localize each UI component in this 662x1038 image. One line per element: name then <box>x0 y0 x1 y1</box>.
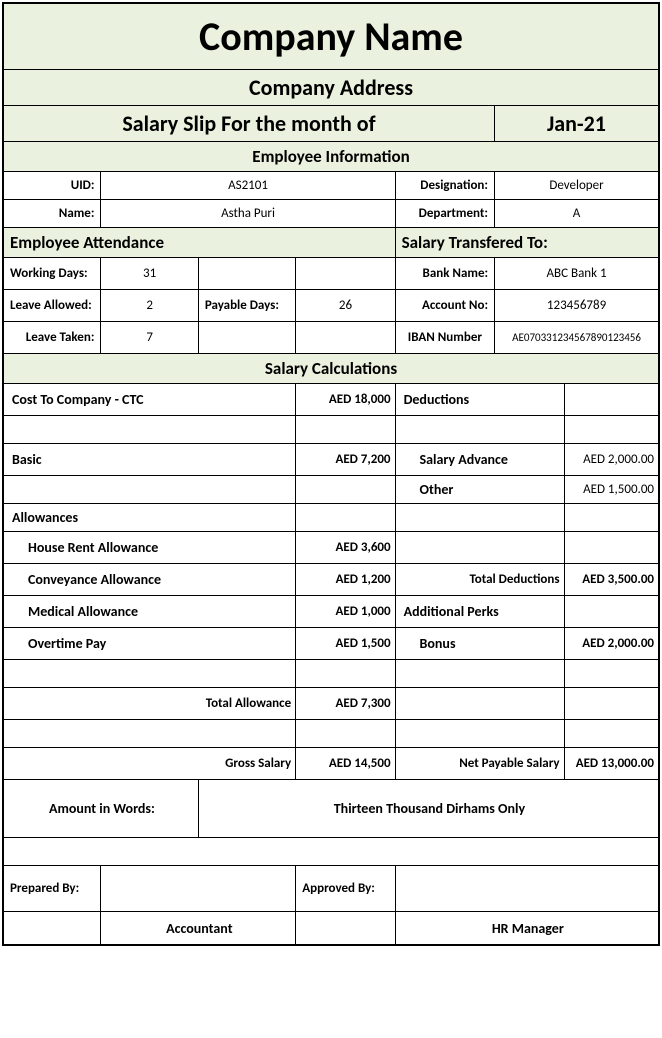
working-days-value: 31 <box>101 258 198 289</box>
slip-title: Salary Slip For the month of <box>4 106 495 141</box>
empty-cell <box>296 322 395 353</box>
perks-label: Additional Perks <box>396 596 565 627</box>
empty-cell <box>296 416 395 443</box>
empty-cell <box>565 596 658 627</box>
salary-advance-label: Salary Advance <box>396 444 565 475</box>
hra-value: AED 3,600 <box>296 532 395 563</box>
calc-header: Salary Calculations <box>4 354 658 383</box>
empty-cell <box>565 504 658 531</box>
empty-cell <box>4 416 296 443</box>
payable-days-label: Payable Days: <box>199 290 296 321</box>
bonus-value: AED 2,000.00 <box>565 628 658 659</box>
empty-cell <box>296 720 395 747</box>
ctc-label: Cost To Company - CTC <box>4 384 296 415</box>
department-value: A <box>495 200 658 227</box>
uid-value: AS2101 <box>101 172 395 199</box>
account-value: 123456789 <box>495 290 658 321</box>
iban-label: IBAN Number <box>396 322 495 353</box>
empty-cell <box>296 660 395 687</box>
gross-value: AED 14,500 <box>296 748 395 779</box>
uid-label: UID: <box>4 172 101 199</box>
conveyance-label: Conveyance Allowance <box>4 564 296 595</box>
designation-value: Developer <box>495 172 658 199</box>
conveyance-value: AED 1,200 <box>296 564 395 595</box>
gross-label: Gross Salary <box>4 748 296 779</box>
empty-cell <box>396 660 565 687</box>
empty-cell <box>4 912 101 944</box>
empty-cell <box>565 720 658 747</box>
slip-month: Jan-21 <box>495 106 658 141</box>
approved-sign <box>396 866 658 911</box>
designation-label: Designation: <box>396 172 495 199</box>
empty-cell <box>296 912 395 944</box>
empty-cell <box>396 688 565 719</box>
transfer-header: Salary Transfered To: <box>396 228 658 257</box>
empty-cell <box>565 532 658 563</box>
prepared-label: Prepared By: <box>4 866 101 911</box>
medical-label: Medical Allowance <box>4 596 296 627</box>
words-value: Thirteen Thousand Dirhams Only <box>199 780 658 837</box>
name-label: Name: <box>4 200 101 227</box>
leave-taken-value: 7 <box>101 322 198 353</box>
empty-cell <box>565 416 658 443</box>
company-address: Company Address <box>4 70 658 105</box>
empty-cell <box>296 258 395 289</box>
empty-cell <box>4 838 658 865</box>
empty-cell <box>396 504 565 531</box>
accountant-label: Accountant <box>101 912 296 944</box>
empty-cell <box>296 476 395 503</box>
allowances-label: Allowances <box>4 504 296 531</box>
deductions-label: Deductions <box>396 384 565 415</box>
overtime-label: Overtime Pay <box>4 628 296 659</box>
empty-cell <box>199 258 296 289</box>
total-deductions-label: Total Deductions <box>396 564 565 595</box>
total-deductions-value: AED 3,500.00 <box>565 564 658 595</box>
empty-cell <box>565 660 658 687</box>
empty-cell <box>565 688 658 719</box>
basic-value: AED 7,200 <box>296 444 395 475</box>
empty-cell <box>199 322 296 353</box>
salary-advance-value: AED 2,000.00 <box>565 444 658 475</box>
salary-slip: Company Name Company Address Salary Slip… <box>2 2 660 946</box>
basic-label: Basic <box>4 444 296 475</box>
ctc-value: AED 18,000 <box>296 384 395 415</box>
empty-cell <box>296 504 395 531</box>
empty-cell <box>396 416 565 443</box>
words-label: Amount in Words: <box>4 780 199 837</box>
net-value: AED 13,000.00 <box>565 748 658 779</box>
department-label: Department: <box>396 200 495 227</box>
leave-allowed-label: Leave Allowed: <box>4 290 101 321</box>
bonus-label: Bonus <box>396 628 565 659</box>
hr-label: HR Manager <box>396 912 658 944</box>
total-allowance-label: Total Allowance <box>4 688 296 719</box>
company-name: Company Name <box>4 4 658 69</box>
hra-label: House Rent Allowance <box>4 532 296 563</box>
emp-info-header: Employee Information <box>4 142 658 171</box>
bank-name-value: ABC Bank 1 <box>495 258 658 289</box>
prepared-sign <box>101 866 296 911</box>
other-label: Other <box>396 476 565 503</box>
attendance-header: Employee Attendance <box>4 228 396 257</box>
account-label: Account No: <box>396 290 495 321</box>
empty-cell <box>4 660 296 687</box>
other-value: AED 1,500.00 <box>565 476 658 503</box>
leave-taken-label: Leave Taken: <box>4 322 101 353</box>
total-allowance-value: AED 7,300 <box>296 688 395 719</box>
medical-value: AED 1,000 <box>296 596 395 627</box>
bank-name-label: Bank Name: <box>396 258 495 289</box>
empty-cell <box>4 720 296 747</box>
empty-cell <box>4 476 296 503</box>
leave-allowed-value: 2 <box>101 290 198 321</box>
overtime-value: AED 1,500 <box>296 628 395 659</box>
name-value: Astha Puri <box>101 200 395 227</box>
empty-cell <box>565 384 658 415</box>
iban-value: AE070331234567890123456 <box>495 322 658 353</box>
approved-label: Approved By: <box>296 866 395 911</box>
empty-cell <box>396 532 565 563</box>
working-days-label: Working Days: <box>4 258 101 289</box>
net-label: Net Payable Salary <box>396 748 565 779</box>
empty-cell <box>396 720 565 747</box>
payable-days-value: 26 <box>296 290 395 321</box>
